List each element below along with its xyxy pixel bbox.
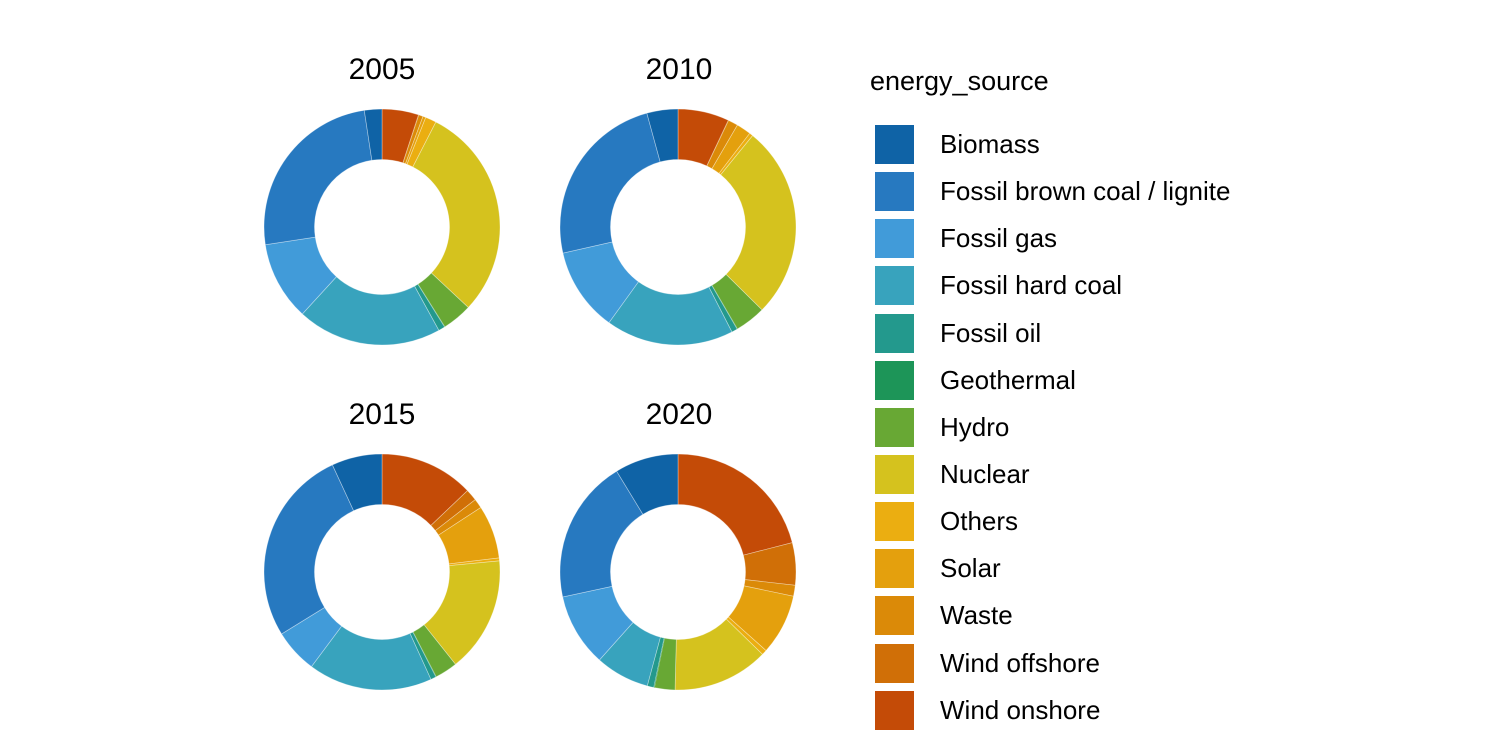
legend-swatch-geothermal <box>875 360 914 400</box>
legend-swatch-fossil-hard-coal <box>875 266 914 306</box>
legend-title: energy_source <box>870 66 1049 96</box>
donut-slice-2020-wind-offshore <box>742 542 797 586</box>
donut-slice-2020-biomass <box>616 453 679 515</box>
donut-slice-2015-geothermal <box>412 631 437 677</box>
legend-item: Waste <box>875 592 1230 639</box>
legend-item: Wind offshore <box>875 640 1230 687</box>
legend-swatch-wind-onshore <box>875 690 914 730</box>
donut-2005 <box>263 108 501 346</box>
facet-title-2020: 2020 <box>645 398 713 431</box>
donut-slice-2015-fossil-brown-coal-lignite <box>263 464 355 635</box>
legend-item: Geothermal <box>875 357 1230 404</box>
legend-label: Wind offshore <box>940 647 1100 678</box>
legend-swatch-biomass <box>875 125 914 165</box>
legend-swatch-fossil-gas <box>875 219 914 259</box>
donut-slice-2005-fossil-hard-coal <box>301 276 440 346</box>
donut-slice-2015-fossil-gas <box>281 606 343 668</box>
legend-item: Wind onshore <box>875 687 1230 734</box>
legend-swatch-fossil-oil <box>875 313 914 353</box>
legend-label: Waste <box>940 600 1013 631</box>
donut-slice-2010-wind-offshore <box>706 120 729 167</box>
legend-item: Hydro <box>875 404 1230 451</box>
donut-slice-2005-nuclear <box>412 121 501 309</box>
legend-label: Fossil brown coal / lignite <box>940 176 1231 207</box>
legend-item: Fossil gas <box>875 215 1230 262</box>
legend-item: Biomass <box>875 121 1230 168</box>
legend-item: Fossil hard coal <box>875 262 1230 309</box>
legend-swatch-wind-offshore <box>875 643 914 683</box>
legend-item: Solar <box>875 545 1230 592</box>
legend-swatch-waste <box>875 596 914 636</box>
donut-slice-2010-wind-onshore <box>677 108 729 167</box>
donut-slice-2010-fossil-hard-coal <box>608 281 733 346</box>
legend-item: Nuclear <box>875 451 1230 498</box>
donut-2020 <box>559 453 797 691</box>
donut-slice-2005-biomass <box>363 108 383 161</box>
legend-swatch-nuclear <box>875 455 914 495</box>
legend-item: Fossil brown coal / lignite <box>875 168 1230 215</box>
donut-slice-2020-geothermal <box>653 638 665 688</box>
donut-slice-2020-fossil-brown-coal-lignite <box>559 470 644 598</box>
legend-items: Biomass Fossil brown coal / lignite Fossil… <box>875 121 1230 734</box>
legend-label: Fossil oil <box>940 317 1042 348</box>
legend-label: Nuclear <box>940 459 1030 490</box>
legend-label: Others <box>940 506 1019 537</box>
donut-slice-2015-nuclear <box>423 560 501 665</box>
donut-slice-2010-geothermal <box>711 285 738 330</box>
donut-slice-2005-wind-offshore <box>402 114 419 163</box>
legend-swatch-others <box>875 502 914 542</box>
donut-slice-2020-wind-onshore <box>677 453 793 556</box>
donut-slice-2010-biomass <box>646 108 679 163</box>
legend-label: Fossil gas <box>940 223 1058 254</box>
facet-title-2005: 2005 <box>348 53 416 86</box>
donut-slice-2015-biomass <box>331 453 383 512</box>
donut-slice-2005-fossil-brown-coal-lignite <box>263 109 373 246</box>
donut-slice-2010-fossil-brown-coal-lignite <box>559 112 661 254</box>
legend-label: Biomass <box>940 129 1040 160</box>
legend-label: Hydro <box>940 411 1010 442</box>
legend-item: Others <box>875 498 1230 545</box>
facet-title-2010: 2010 <box>645 53 713 86</box>
legend-label: Wind onshore <box>940 694 1101 725</box>
donut-2015 <box>263 453 501 691</box>
donut-slice-2010-nuclear <box>720 135 797 311</box>
legend-label: Fossil hard coal <box>940 270 1123 301</box>
legend-item: Fossil oil <box>875 310 1230 357</box>
facet-title-2015: 2015 <box>348 398 416 431</box>
donut-slice-2015-wind-onshore <box>381 453 469 526</box>
legend-swatch-fossil-brown-coal-lignite <box>875 172 914 212</box>
donut-slice-2005-geothermal <box>417 284 445 328</box>
legend-label: Solar <box>940 553 1001 584</box>
legend-swatch-solar <box>875 549 914 589</box>
donut-2010 <box>559 108 797 346</box>
legend-label: Geothermal <box>940 364 1076 395</box>
donut-slice-2015-fossil-hard-coal <box>310 625 432 691</box>
legend: energy_source Biomass Fossil brown coal /… <box>870 66 1230 734</box>
legend-swatch-hydro <box>875 407 914 447</box>
